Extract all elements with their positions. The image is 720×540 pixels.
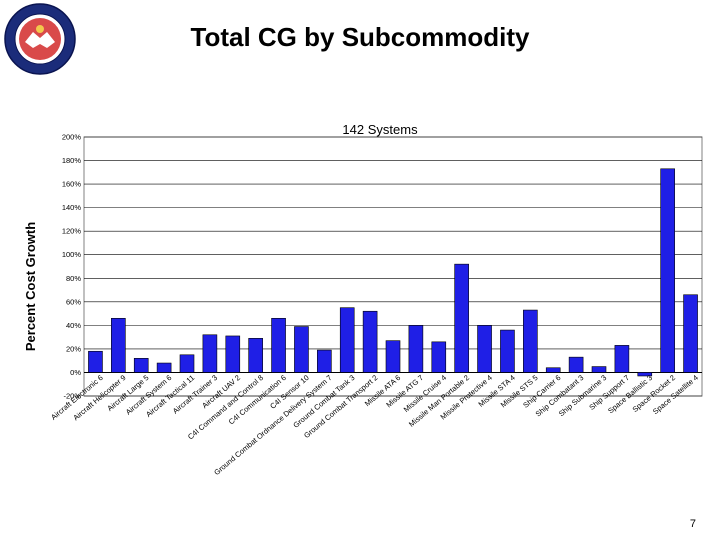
bar: [454, 263, 469, 373]
y-tick-label: 0%: [70, 368, 81, 377]
y-tick-label: -20%: [63, 392, 81, 401]
bar: [660, 168, 675, 373]
y-tick-label: 180%: [62, 156, 82, 165]
y-tick-label: 20%: [66, 344, 81, 353]
bar: [385, 340, 401, 373]
bar: [431, 341, 447, 373]
bar: [294, 326, 309, 373]
bar: [637, 372, 653, 377]
y-tick-label: 60%: [66, 297, 81, 306]
bar: [225, 335, 241, 373]
bar: [111, 317, 126, 373]
chart-title: 142 Systems: [342, 122, 418, 137]
page-number: 7: [689, 518, 696, 530]
y-tick-label: 120%: [62, 227, 82, 236]
y-tick-label: 80%: [66, 274, 81, 283]
bar: [133, 358, 149, 373]
bar: [339, 307, 355, 373]
bar: [408, 325, 424, 373]
bar: [614, 345, 630, 373]
y-tick-label: 160%: [62, 180, 82, 189]
y-tick-label: 140%: [62, 203, 82, 212]
army-seal-logo: [4, 3, 76, 75]
bar: [477, 325, 492, 373]
bar: [271, 317, 286, 373]
bar: [568, 356, 584, 373]
bar: [248, 338, 263, 373]
bar: [317, 349, 332, 373]
bar: [179, 354, 195, 373]
bar: [202, 334, 218, 373]
bar: [156, 362, 172, 373]
y-axis-title: Percent Cost Growth: [23, 222, 38, 351]
bar: [362, 310, 378, 373]
y-tick-label: 40%: [66, 321, 81, 330]
bar: [500, 329, 515, 373]
y-tick-label: 200%: [62, 133, 82, 142]
bar: [88, 350, 103, 373]
bar: [545, 367, 561, 373]
slide-title: Total CG by Subcommodity: [190, 22, 530, 52]
y-tick-label: 100%: [62, 250, 82, 259]
bar: [523, 309, 538, 373]
bar: [591, 366, 607, 373]
bar: [683, 294, 698, 373]
